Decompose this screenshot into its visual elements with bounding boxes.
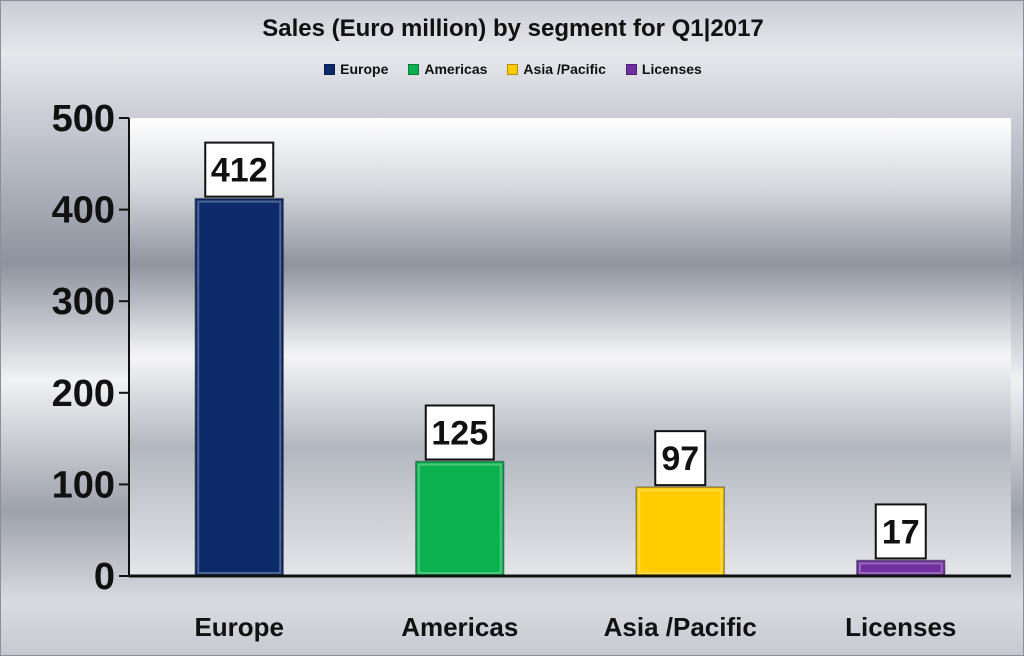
legend-swatch bbox=[625, 63, 637, 75]
legend-swatch bbox=[507, 63, 519, 75]
y-tick-label: 200 bbox=[52, 373, 115, 415]
data-label: 125 bbox=[431, 415, 488, 453]
legend-item: Americas bbox=[408, 61, 487, 77]
data-label: 17 bbox=[882, 513, 920, 551]
legend-label: Licenses bbox=[641, 61, 702, 77]
y-tick-label: 300 bbox=[52, 281, 115, 323]
bar-bevel bbox=[638, 489, 723, 575]
legend-item: Licenses bbox=[625, 61, 702, 77]
data-label: 412 bbox=[211, 152, 268, 190]
y-tick-label: 0 bbox=[94, 556, 115, 598]
x-tick-label: Europe bbox=[194, 612, 284, 642]
x-tick-label: Licenses bbox=[845, 612, 956, 642]
bar bbox=[415, 460, 505, 577]
legend-label: Asia /Pacific bbox=[523, 61, 606, 77]
data-label-box bbox=[424, 404, 495, 461]
legend-label: Americas bbox=[424, 61, 488, 77]
y-tick-label: 400 bbox=[52, 190, 115, 232]
bar-bevel bbox=[858, 562, 943, 574]
legend-item: Europe bbox=[324, 61, 388, 77]
legend-item: Asia /Pacific bbox=[507, 61, 606, 77]
legend-swatch bbox=[408, 63, 420, 75]
bar bbox=[635, 486, 725, 577]
y-tick-label: 100 bbox=[52, 464, 115, 506]
y-tick-label: 500 bbox=[52, 98, 115, 140]
x-tick-label: Americas bbox=[401, 612, 518, 642]
bar-bevel bbox=[417, 463, 502, 574]
legend-label: Europe bbox=[340, 61, 389, 77]
data-label-box bbox=[204, 141, 275, 198]
legend-swatch bbox=[324, 63, 336, 75]
data-label-box bbox=[654, 430, 707, 487]
legend: Europe Americas Asia /Pacific Licenses bbox=[1, 61, 1024, 77]
chart-title: Sales (Euro million) by segment for Q1|2… bbox=[262, 15, 764, 42]
bar bbox=[194, 197, 284, 577]
data-label-box bbox=[874, 503, 927, 560]
x-tick-label: Asia /Pacific bbox=[604, 612, 757, 642]
bar-bevel bbox=[197, 200, 282, 574]
data-label: 97 bbox=[661, 440, 699, 478]
